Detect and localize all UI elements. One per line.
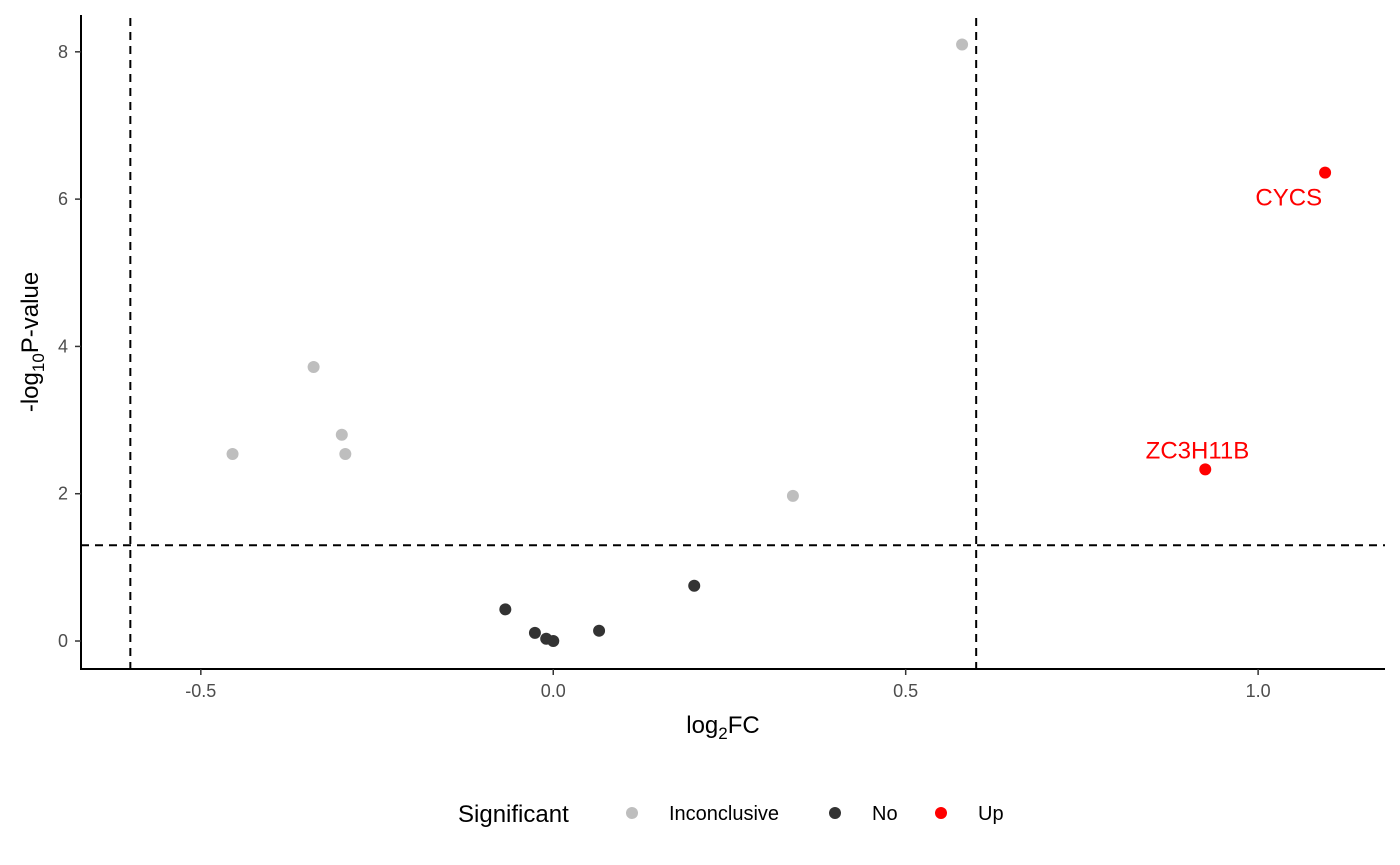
x-tick-label: -0.5 [185, 681, 216, 701]
axis-titles: log2FC -log10P-value [17, 272, 760, 743]
data-point [335, 428, 348, 441]
threshold-lines [81, 18, 1385, 669]
data-point [688, 579, 701, 592]
data-point [226, 447, 239, 460]
x-tick-label: 0.5 [893, 681, 918, 701]
legend: Significant Inconclusive No Up [458, 801, 1004, 828]
data-point [528, 626, 541, 639]
data-points [226, 38, 1332, 648]
gene-labels: CYCS ZC3H11B [1146, 185, 1322, 465]
gene-label: ZC3H11B [1146, 437, 1250, 464]
y-axis-title: -log10P-value [17, 272, 48, 412]
y-tick-label: 8 [58, 42, 68, 62]
data-point [499, 603, 512, 616]
data-point [547, 635, 560, 648]
x-tick-label: 1.0 [1246, 681, 1271, 701]
legend-key [626, 807, 638, 819]
gene-label: CYCS [1255, 185, 1322, 212]
data-point [339, 447, 352, 460]
legend-label: Up [978, 803, 1004, 825]
legend-key [935, 807, 947, 819]
data-point [956, 38, 969, 51]
data-point [593, 624, 606, 637]
y-tick-label: 2 [58, 484, 68, 504]
axes: -0.5 0.0 0.5 1.0 0 2 4 6 8 [58, 15, 1385, 701]
x-axis-title: log2FC [686, 712, 760, 743]
x-tick-label: 0.0 [541, 681, 566, 701]
legend-label: No [872, 803, 898, 825]
legend-title: Significant [458, 801, 569, 828]
legend-key [829, 807, 841, 819]
y-tick-label: 0 [58, 631, 68, 651]
data-point [1199, 463, 1212, 476]
data-point [307, 361, 320, 374]
data-point [1319, 166, 1332, 179]
y-tick-label: 4 [58, 336, 68, 356]
data-point [786, 489, 799, 502]
legend-label: Inconclusive [669, 803, 779, 825]
y-tick-label: 6 [58, 189, 68, 209]
